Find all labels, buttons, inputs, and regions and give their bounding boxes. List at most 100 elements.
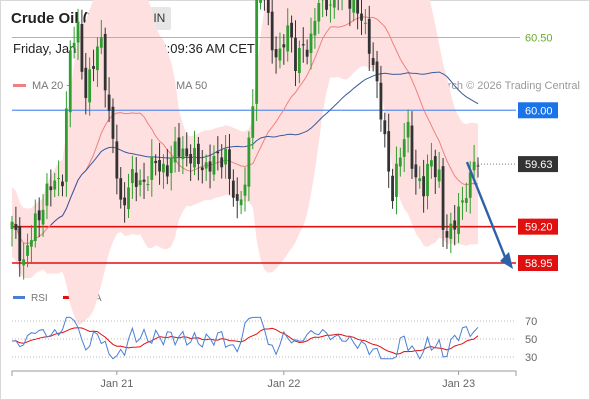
candle — [231, 169, 235, 207]
candle — [383, 112, 387, 148]
rsi-label-50: 50 — [525, 334, 537, 346]
candle — [282, 34, 286, 65]
candle-body — [84, 67, 88, 99]
candle-body — [313, 20, 317, 36]
candle — [99, 19, 103, 55]
candle — [426, 154, 429, 210]
candle-body — [309, 33, 313, 54]
candle — [266, 0, 270, 26]
candle — [18, 217, 22, 277]
candle-body — [72, 42, 76, 49]
candle — [453, 204, 457, 246]
candle — [375, 50, 379, 99]
candle-body — [325, 0, 328, 10]
candle — [301, 27, 305, 63]
candle-body — [224, 148, 227, 165]
candle — [53, 172, 57, 198]
candle — [387, 113, 391, 188]
candle-body — [76, 21, 80, 43]
candle — [239, 190, 243, 215]
candle-body — [181, 148, 185, 160]
candle-body — [130, 169, 134, 184]
ma20-swatch — [13, 83, 26, 87]
candle — [181, 136, 185, 175]
candle — [449, 212, 453, 254]
rsi-label-70: 70 — [525, 316, 537, 328]
candle-body — [119, 178, 123, 200]
price-label-59-63: 59.63 — [525, 159, 553, 171]
ma50-label: MA 50 — [176, 80, 208, 92]
candle-body — [138, 180, 142, 186]
candle-body — [332, 0, 336, 8]
rsi-swatch — [13, 295, 25, 299]
candle — [154, 154, 158, 176]
candle-body — [251, 106, 255, 138]
candle — [142, 162, 146, 199]
rsi-label: RSI — [31, 293, 48, 304]
candle-body — [418, 178, 422, 182]
rsi-9ma-line — [11, 327, 479, 355]
candle-body — [305, 49, 309, 57]
candle — [49, 169, 53, 207]
candle-body — [165, 165, 169, 177]
candle — [189, 144, 193, 181]
price-label-58-95-badge — [518, 255, 558, 271]
candle-body — [185, 148, 189, 157]
candle-body — [247, 137, 251, 187]
candle — [88, 57, 92, 116]
candle-body — [115, 141, 119, 179]
candle — [367, 5, 371, 71]
candle-body — [216, 151, 220, 154]
candle — [30, 225, 33, 264]
forecast-arrow-head — [500, 252, 513, 269]
candle — [45, 173, 49, 220]
candle-body — [208, 161, 212, 172]
candle — [22, 242, 26, 280]
candle — [379, 65, 383, 132]
candle — [204, 154, 208, 181]
candle-body — [146, 184, 150, 186]
candle-body — [18, 225, 22, 261]
candle — [309, 17, 313, 70]
candle-body — [111, 106, 115, 139]
candle-body — [231, 180, 235, 198]
candle-body — [235, 194, 239, 201]
candle-body — [476, 165, 480, 167]
candle — [251, 89, 255, 150]
candle-body — [414, 164, 418, 178]
candle-body — [375, 61, 379, 82]
candle-body — [49, 186, 53, 191]
candle-body — [426, 163, 429, 197]
candle-body — [150, 156, 154, 180]
candle — [92, 49, 95, 82]
candle — [433, 149, 437, 194]
candle — [247, 131, 251, 201]
candle — [414, 149, 418, 195]
candle — [274, 36, 278, 74]
rsi-line — [11, 316, 479, 360]
candle-body — [406, 121, 410, 138]
candle — [325, 0, 328, 17]
candle-body — [270, 11, 274, 51]
candle — [402, 123, 406, 172]
rsi-panel: 70 50 30 — [11, 316, 537, 364]
candle — [313, 8, 317, 49]
candle — [297, 40, 301, 84]
candle — [371, 42, 375, 72]
candle-body — [255, 0, 259, 104]
candle — [162, 154, 165, 189]
price-label-60-00: 60.00 — [525, 105, 553, 117]
candle — [363, 8, 367, 35]
candle-body — [220, 157, 224, 168]
candle-body — [360, 13, 363, 21]
candle — [360, 0, 363, 35]
candle-body — [387, 131, 391, 172]
candle — [193, 130, 196, 176]
candle — [441, 157, 445, 248]
candle-body — [363, 22, 367, 24]
candle — [33, 199, 37, 248]
candle — [337, 0, 339, 11]
candle-body — [391, 175, 394, 202]
candle-body — [278, 48, 282, 61]
